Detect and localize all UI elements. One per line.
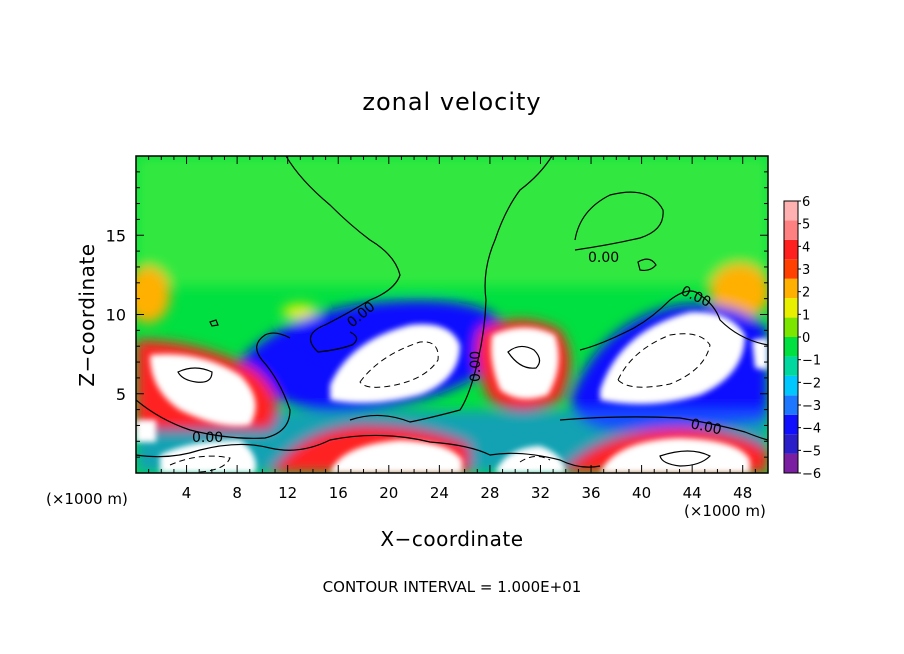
mid-yellow-patch: [282, 304, 318, 320]
white-core-bottom-right: [600, 438, 750, 473]
colorbar-label: 1: [802, 308, 810, 323]
white-core-left: [150, 354, 256, 426]
x-tick-label: 24: [430, 484, 449, 502]
colorbar-label: −6: [802, 467, 821, 482]
x-tick-label: 32: [531, 484, 550, 502]
colorbar-swatch: [784, 239, 798, 260]
colorbar-swatch: [784, 414, 798, 435]
colorbar-swatch: [784, 278, 798, 299]
colorbar-label: −4: [802, 422, 821, 437]
colorbar-swatch: [784, 337, 798, 357]
y-axis-label: Z−coordinate: [75, 243, 99, 387]
x-unit-label-right: (×1000 m): [684, 502, 766, 520]
colorbar-swatch: [784, 356, 798, 376]
colorbar-label: 5: [802, 218, 810, 233]
colorbar-swatch: [784, 259, 798, 279]
contour-zero-right-upper: [574, 191, 664, 251]
colorbar-label: 4: [802, 240, 810, 255]
colorbar-label: −5: [802, 444, 821, 459]
y-tick-label: 10: [106, 306, 126, 325]
x-unit-label-left: (×1000 m): [46, 490, 128, 508]
contour-dashed-bottom-center: [519, 456, 551, 463]
x-tick-label: 12: [278, 484, 297, 502]
white-core-right: [600, 311, 745, 404]
contour-zero-right-mid: [637, 258, 657, 272]
colorbar-swatch: [784, 298, 798, 318]
contour-zero-small-left: [209, 319, 219, 327]
contour-solid-core-left: [177, 367, 213, 383]
y-tick-label: 15: [106, 226, 126, 245]
contour-zero-left-lower: [136, 332, 291, 439]
white-core-center: [491, 327, 559, 399]
contour-dashed-bottom-left: [169, 455, 231, 473]
colorbar-label: 6: [802, 195, 810, 210]
x-tick-label: 20: [379, 484, 398, 502]
contour-label: 0.00: [588, 250, 619, 266]
x-tick-label: 40: [632, 484, 651, 502]
heatmap-field: [136, 156, 768, 473]
colorbar-label: −3: [802, 399, 821, 414]
white-core-bottom-mid: [330, 440, 462, 473]
colorbar-swatch: [784, 220, 798, 240]
x-axis-ticks: 4 8 12 16 20 24 28 32 36 40 44 48: [148, 156, 756, 502]
contour-zero-bottom-right: [559, 416, 768, 441]
colorbar-label: 3: [802, 263, 810, 278]
colorbar-label: −2: [802, 376, 821, 391]
contour-label: 0.00: [192, 430, 223, 446]
contour-label: 0.00: [468, 351, 484, 382]
colorbar-swatch: [784, 434, 798, 454]
colorbar-label: 0: [802, 331, 810, 346]
y-axis-ticks: 5 10 15: [106, 171, 768, 458]
contour-zero-center-upper: [349, 156, 553, 423]
colorbar-swatch: [784, 201, 798, 221]
x-tick-label: 16: [329, 484, 348, 502]
colorbar: 6 5 4 3 2 1 0 −1 −2 −3 −4 −5 −6: [783, 195, 821, 482]
contour-zero-left-upper: [285, 156, 401, 353]
contour-label: 0.00: [689, 416, 723, 438]
contour-interval-footer: CONTOUR INTERVAL = 1.000E+01: [322, 578, 582, 596]
y-tick-label: 5: [116, 385, 126, 404]
contour-dashed-right: [617, 333, 711, 388]
white-core-bottom-left: [160, 440, 256, 473]
left-warm-patch: [136, 267, 170, 323]
colorbar-swatch: [784, 453, 798, 473]
white-core-midleft: [330, 324, 460, 404]
colorbar-label: −1: [802, 354, 821, 369]
colorbar-swatch: [784, 395, 798, 415]
x-tick-label: 36: [581, 484, 600, 502]
x-tick-label: 4: [182, 484, 192, 502]
contour-dashed-midleft: [359, 341, 439, 388]
x-tick-label: 44: [683, 484, 702, 502]
contour-dashed-lines: [169, 333, 711, 473]
right-warm-patch: [710, 264, 768, 320]
x-axis-label: X−coordinate: [380, 527, 524, 551]
x-tick-label: 28: [480, 484, 499, 502]
contour-solid-core-center: [507, 345, 541, 369]
colorbar-swatch: [784, 317, 798, 337]
x-tick-label: 48: [733, 484, 752, 502]
contour-solid-bottom-right: [659, 450, 712, 467]
x-tick-label: 8: [232, 484, 242, 502]
contour-zero-bottom: [136, 434, 601, 468]
white-core-bottom-center: [495, 446, 565, 473]
chart-title: zonal velocity: [362, 88, 542, 116]
contour-zero-right-lower: [579, 290, 768, 351]
colorbar-label: 2: [802, 286, 810, 301]
white-core-bottom-left-edge: [136, 420, 156, 442]
colorbar-swatch: [784, 375, 798, 396]
contour-lines: [136, 156, 768, 468]
upper-region: [136, 156, 768, 286]
